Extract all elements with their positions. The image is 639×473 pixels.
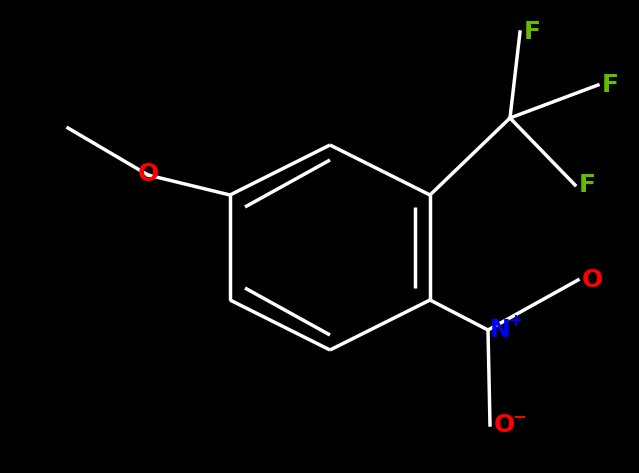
Text: O: O <box>494 413 515 437</box>
Text: +: + <box>508 312 522 330</box>
Text: F: F <box>579 173 596 197</box>
Text: F: F <box>602 73 619 97</box>
Text: −: − <box>512 407 526 425</box>
Text: F: F <box>524 20 541 44</box>
Text: O: O <box>137 162 158 186</box>
Text: N: N <box>490 318 511 342</box>
Text: O: O <box>582 268 603 292</box>
